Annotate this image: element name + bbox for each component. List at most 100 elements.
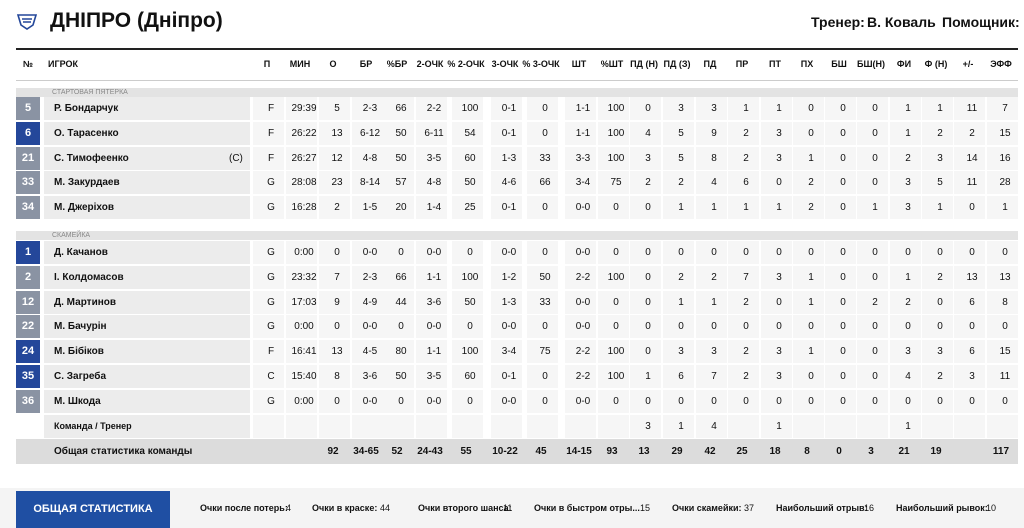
stat-value: 1 — [1002, 202, 1008, 214]
cell-bg — [383, 171, 414, 195]
stat-value: 0 — [542, 371, 548, 382]
stat-value: 13 — [999, 271, 1011, 283]
stat-value: 3-5 — [426, 152, 442, 164]
stat-value: 0 — [1002, 395, 1008, 407]
stat-value: 2 — [937, 271, 943, 283]
cell-bg — [565, 241, 596, 264]
player-name[interactable]: Д. Мартинов — [54, 296, 117, 308]
player-name[interactable]: М. Бібіков — [54, 346, 104, 358]
stat-value: 1 — [808, 296, 814, 308]
stat-value: 12 — [331, 152, 343, 164]
cell-bg — [696, 97, 727, 120]
captain-mark: (С) — [229, 152, 243, 164]
cell-bg — [890, 389, 921, 413]
stat-value: 75 — [539, 346, 551, 358]
player-name[interactable]: М. Бачурін — [54, 321, 107, 333]
stat-value: 15:40 — [291, 371, 317, 382]
stat-value: 0 — [613, 247, 619, 258]
stat-value: 6-11 — [424, 127, 444, 139]
cell-bg — [922, 340, 953, 364]
player-name[interactable]: С. Загреба — [54, 371, 107, 382]
stat-value: 1 — [743, 103, 749, 114]
stat-value: 9 — [711, 127, 717, 139]
stat-value: 0 — [467, 395, 473, 407]
player-name[interactable]: Р. Бондарчук — [54, 103, 119, 114]
player-name[interactable]: О. Тарасенко — [54, 127, 119, 139]
cell-bg — [491, 121, 522, 145]
cell-bg — [987, 146, 1018, 170]
cell-bg — [319, 196, 350, 220]
stat-value: 3 — [937, 346, 943, 358]
name-bg — [44, 171, 250, 195]
stat-value: 3 — [711, 346, 717, 358]
cell-bg — [987, 241, 1018, 264]
cell-bg — [598, 315, 629, 339]
cell-bg — [416, 315, 447, 339]
cell-bg — [696, 241, 727, 264]
player-name[interactable]: С. Тимофеенко — [54, 152, 129, 164]
name-bg — [44, 415, 250, 438]
cell-bg — [987, 171, 1018, 195]
footer-stat-value: 15 — [640, 503, 651, 513]
cell-bg — [565, 121, 596, 145]
name-bg — [44, 265, 250, 289]
cell-bg — [922, 315, 953, 339]
stat-value: 0-0 — [575, 296, 591, 308]
player-number: 35 — [16, 365, 40, 388]
stat-value: F — [267, 346, 275, 358]
stat-value: 0-1 — [501, 103, 517, 114]
cell-bg — [663, 121, 694, 145]
summary-button[interactable]: ОБЩАЯ СТАТИСТИКА — [16, 491, 170, 528]
player-name[interactable]: М. Закурдаев — [54, 177, 120, 189]
player-number: 6 — [16, 121, 40, 145]
stat-value: 4-8 — [362, 152, 378, 164]
cell-bg — [630, 265, 661, 289]
cell-bg — [491, 290, 522, 314]
divider — [16, 80, 1018, 81]
cell-bg — [696, 146, 727, 170]
stat-value: 0 — [542, 395, 548, 407]
stat-value: 0-0 — [575, 202, 591, 214]
cell-bg — [452, 315, 483, 339]
cell-bg — [491, 265, 522, 289]
cell-bg — [922, 196, 953, 220]
cell-bg — [319, 265, 350, 289]
stat-value: 0 — [872, 127, 878, 139]
player-name[interactable]: М. Шкода — [54, 395, 101, 407]
stat-value: 3 — [969, 371, 975, 382]
column-header: ПР — [735, 59, 749, 69]
stat-value: 0 — [872, 152, 878, 164]
cell-bg — [761, 389, 792, 413]
column-header: ИГРОК — [48, 59, 78, 69]
player-name[interactable]: Д. Качанов — [54, 247, 108, 258]
player-name[interactable]: М. Джеріхов — [54, 202, 114, 214]
cell-bg — [319, 171, 350, 195]
cell-bg — [663, 389, 694, 413]
team-logo — [16, 14, 38, 30]
stat-value: 0 — [840, 152, 846, 164]
stat-value: 0 — [776, 247, 782, 258]
cell-bg — [598, 146, 629, 170]
team-title: ДНІПРО (Дніпро) — [50, 9, 223, 32]
stat-value: 29 — [671, 446, 683, 457]
cell-bg — [452, 389, 483, 413]
player-name[interactable]: І. Колдомасов — [54, 271, 124, 283]
column-header: ПТ — [769, 59, 781, 69]
cell-bg — [352, 290, 383, 314]
cell-bg — [253, 290, 284, 314]
footer-stat-value: 11 — [503, 503, 513, 513]
cell-bg — [527, 196, 558, 220]
stat-value: 1 — [678, 421, 684, 432]
cell-bg — [383, 415, 414, 438]
player-row: 6 О. Тарасенко F 26:22 13 6-12 50 6-11 54 0-1 0 1-1… — [16, 121, 1018, 145]
stat-value: 19 — [930, 446, 942, 457]
column-header: %БР — [386, 59, 408, 69]
stat-value: 100 — [461, 346, 479, 358]
assistant-label: Помощник: — [942, 14, 1020, 30]
row-label: Общая статистика команды — [54, 446, 193, 457]
stat-value: 0 — [613, 202, 619, 214]
cell-bg — [825, 389, 856, 413]
cell-bg — [663, 265, 694, 289]
cell-bg — [857, 196, 888, 220]
cell-bg — [286, 171, 317, 195]
